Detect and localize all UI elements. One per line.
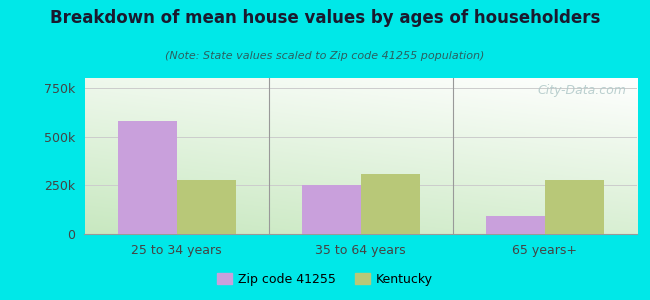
Bar [486, 217, 545, 234]
Text: Breakdown of mean house values by ages of householders: Breakdown of mean house values by ages o… [50, 9, 600, 27]
Bar [545, 180, 604, 234]
Bar [118, 121, 177, 234]
Text: (Note: State values scaled to Zip code 41255 population): (Note: State values scaled to Zip code 4… [165, 51, 485, 61]
Bar [177, 180, 235, 234]
Bar [361, 173, 420, 234]
Legend: Zip code 41255, Kentucky: Zip code 41255, Kentucky [212, 268, 438, 291]
Bar [302, 185, 361, 234]
Text: City-Data.com: City-Data.com [537, 84, 626, 97]
